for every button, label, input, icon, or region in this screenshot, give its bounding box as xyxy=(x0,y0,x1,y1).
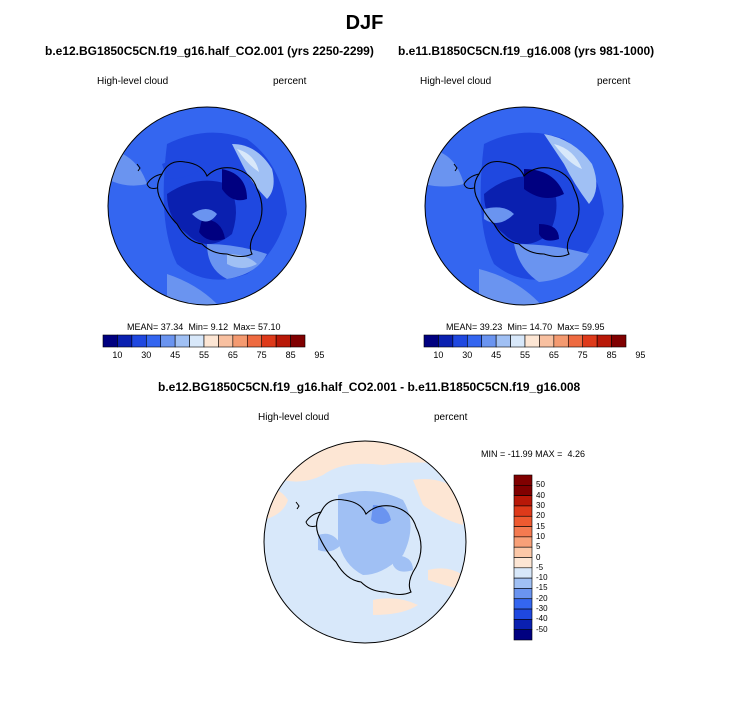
panel1-colorbar-tick-label: 30 xyxy=(141,350,152,360)
panel1-colorbar-tick-label: 45 xyxy=(170,350,181,360)
panel3-map xyxy=(263,440,467,644)
panel2-colorbar-tick-label: 10 xyxy=(433,350,444,360)
panel1-colorbar-swatch xyxy=(131,334,147,348)
panel3-colorbar-swatch xyxy=(513,608,533,620)
panel3-colorbar-tick-label: -10 xyxy=(536,573,548,583)
panel1-field-label: High-level cloud xyxy=(97,76,169,87)
panel1-stats: MEAN= 37.34 Min= 9.12 Max= 57.10 xyxy=(127,322,281,332)
panel1-colorbar-swatch xyxy=(160,334,176,348)
panel3-colorbar-swatch xyxy=(513,546,533,558)
panel3-stats: MIN = -11.99 MAX = 4.26 xyxy=(481,449,585,459)
panel3-colorbar-swatch xyxy=(513,495,533,507)
panel1-colorbar-tick-label: 85 xyxy=(285,350,296,360)
panel3-colorbar-swatch xyxy=(513,485,533,496)
panel2-colorbar-tick-label: 75 xyxy=(577,350,588,360)
panel3-colorbar xyxy=(513,474,533,641)
panel3-colorbar-tick-label: 10 xyxy=(536,531,545,541)
panel1-colorbar-swatch xyxy=(102,334,118,348)
panel1-map xyxy=(107,106,307,306)
panel2-colorbar-tick-label: 55 xyxy=(519,350,530,360)
panel3-field-label: High-level cloud xyxy=(258,412,330,423)
panel3-case-title: b.e12.BG1850C5CN.f19_g16.half_CO2.001 - … xyxy=(158,380,581,394)
panel1-colorbar-swatch xyxy=(246,334,263,348)
panel3-colorbar-tick-label: -20 xyxy=(536,593,548,603)
panel1-colorbar-tick-label: 95 xyxy=(314,350,325,360)
panel2-colorbar-labels: 10 30 45 55 65 75 85 95 xyxy=(424,350,645,362)
panel1-colorbar-swatch xyxy=(203,334,219,348)
panel2-colorbar-tick-label: 45 xyxy=(491,350,502,360)
panel3-colorbar-swatch xyxy=(513,598,533,610)
panel2-case-title: b.e11.B1850C5CN.f19_g16.008 (yrs 981-100… xyxy=(398,44,655,58)
panel3-colorbar-swatch xyxy=(513,515,533,527)
panel3-colorbar-swatch xyxy=(513,629,533,641)
panel2-units-label: percent xyxy=(597,76,631,87)
panel3-colorbar-swatch xyxy=(513,526,533,538)
panel2-colorbar-tick-label: 30 xyxy=(462,350,473,360)
panel2-colorbar-tick-label: 85 xyxy=(606,350,617,360)
panel1-colorbar-swatch xyxy=(232,334,248,348)
panel1-colorbar-tick-label: 75 xyxy=(256,350,267,360)
panel2-colorbar-swatch xyxy=(466,334,483,348)
panel3-colorbar-tick-label: 30 xyxy=(536,500,545,510)
panel2-colorbar-swatch xyxy=(582,334,598,348)
panel3-colorbar-tick-label: -40 xyxy=(536,614,548,624)
panel3-colorbar-swatch xyxy=(513,577,533,589)
panel1-colorbar-swatch xyxy=(275,334,291,348)
panel2-colorbar-tick-label: 65 xyxy=(548,350,559,360)
panel3-colorbar-swatch xyxy=(513,505,533,517)
panel2-colorbar-swatch xyxy=(452,334,468,348)
panel2-field-label: High-level cloud xyxy=(420,76,492,87)
panel3-colorbar-tick-label: 20 xyxy=(536,511,545,521)
panel1-colorbar-swatch xyxy=(261,334,277,348)
panel3-colorbar-tick-label: 40 xyxy=(536,490,545,500)
figure-title: DJF xyxy=(345,12,384,34)
panel2-colorbar-swatch xyxy=(423,334,439,348)
panel2-colorbar-swatch xyxy=(510,334,526,348)
panel1-colorbar-tick-label: 65 xyxy=(227,350,238,360)
panel3-colorbar-tick-label: -5 xyxy=(536,562,544,572)
panel3-colorbar-tick-label: -30 xyxy=(536,604,548,614)
panel3-colorbar-tick-label: -50 xyxy=(536,624,548,634)
panel3-colorbar-swatch xyxy=(513,474,533,486)
panel2-colorbar-swatch xyxy=(567,334,584,348)
panel3-colorbar-tick-label: 0 xyxy=(536,552,541,562)
panel3-units-label: percent xyxy=(434,412,468,423)
panel1-colorbar-tick-label: 10 xyxy=(112,350,123,360)
panel1-colorbar-labels: 10 30 45 55 65 75 85 95 xyxy=(103,350,324,362)
panel1-colorbar xyxy=(102,334,306,348)
panel1-colorbar-swatch xyxy=(189,334,205,348)
panel2-colorbar xyxy=(423,334,627,348)
panel2-colorbar-tick-label: 95 xyxy=(635,350,646,360)
panel2-colorbar-swatch xyxy=(539,334,555,348)
panel3-colorbar-tick-label: 15 xyxy=(536,521,545,531)
panel1-colorbar-swatch xyxy=(117,334,133,348)
panel3-colorbar-tick-label: 5 xyxy=(536,542,541,552)
panel1-colorbar-tick-label: 55 xyxy=(198,350,209,360)
panel2-colorbar-swatch xyxy=(524,334,540,348)
panel2-map xyxy=(424,106,624,306)
panel1-colorbar-swatch xyxy=(218,334,234,348)
panel1-colorbar-swatch xyxy=(290,334,306,348)
panel3-colorbar-swatch xyxy=(513,557,533,569)
panel2-colorbar-swatch xyxy=(596,334,612,348)
panel2-stats: MEAN= 39.23 Min= 14.70 Max= 59.95 xyxy=(446,322,605,332)
panel1-units-label: percent xyxy=(273,76,307,87)
panel2-colorbar-swatch xyxy=(438,334,454,348)
panel3-colorbar-swatch xyxy=(513,567,533,579)
panel3-colorbar-swatch xyxy=(513,588,533,600)
panel2-colorbar-swatch xyxy=(495,334,511,348)
panel3-colorbar-swatch xyxy=(513,619,533,630)
panel3-colorbar-tick-label: -15 xyxy=(536,583,548,593)
panel2-colorbar-swatch xyxy=(611,334,627,348)
panel2-colorbar-swatch xyxy=(481,334,497,348)
panel2-colorbar-swatch xyxy=(553,334,569,348)
panel1-colorbar-swatch xyxy=(174,334,190,348)
panel3-colorbar-swatch xyxy=(513,536,533,548)
panel1-colorbar-swatch xyxy=(145,334,162,348)
panel3-colorbar-tick-label: 50 xyxy=(536,480,545,490)
panel1-case-title: b.e12.BG1850C5CN.f19_g16.half_CO2.001 (y… xyxy=(45,44,374,58)
